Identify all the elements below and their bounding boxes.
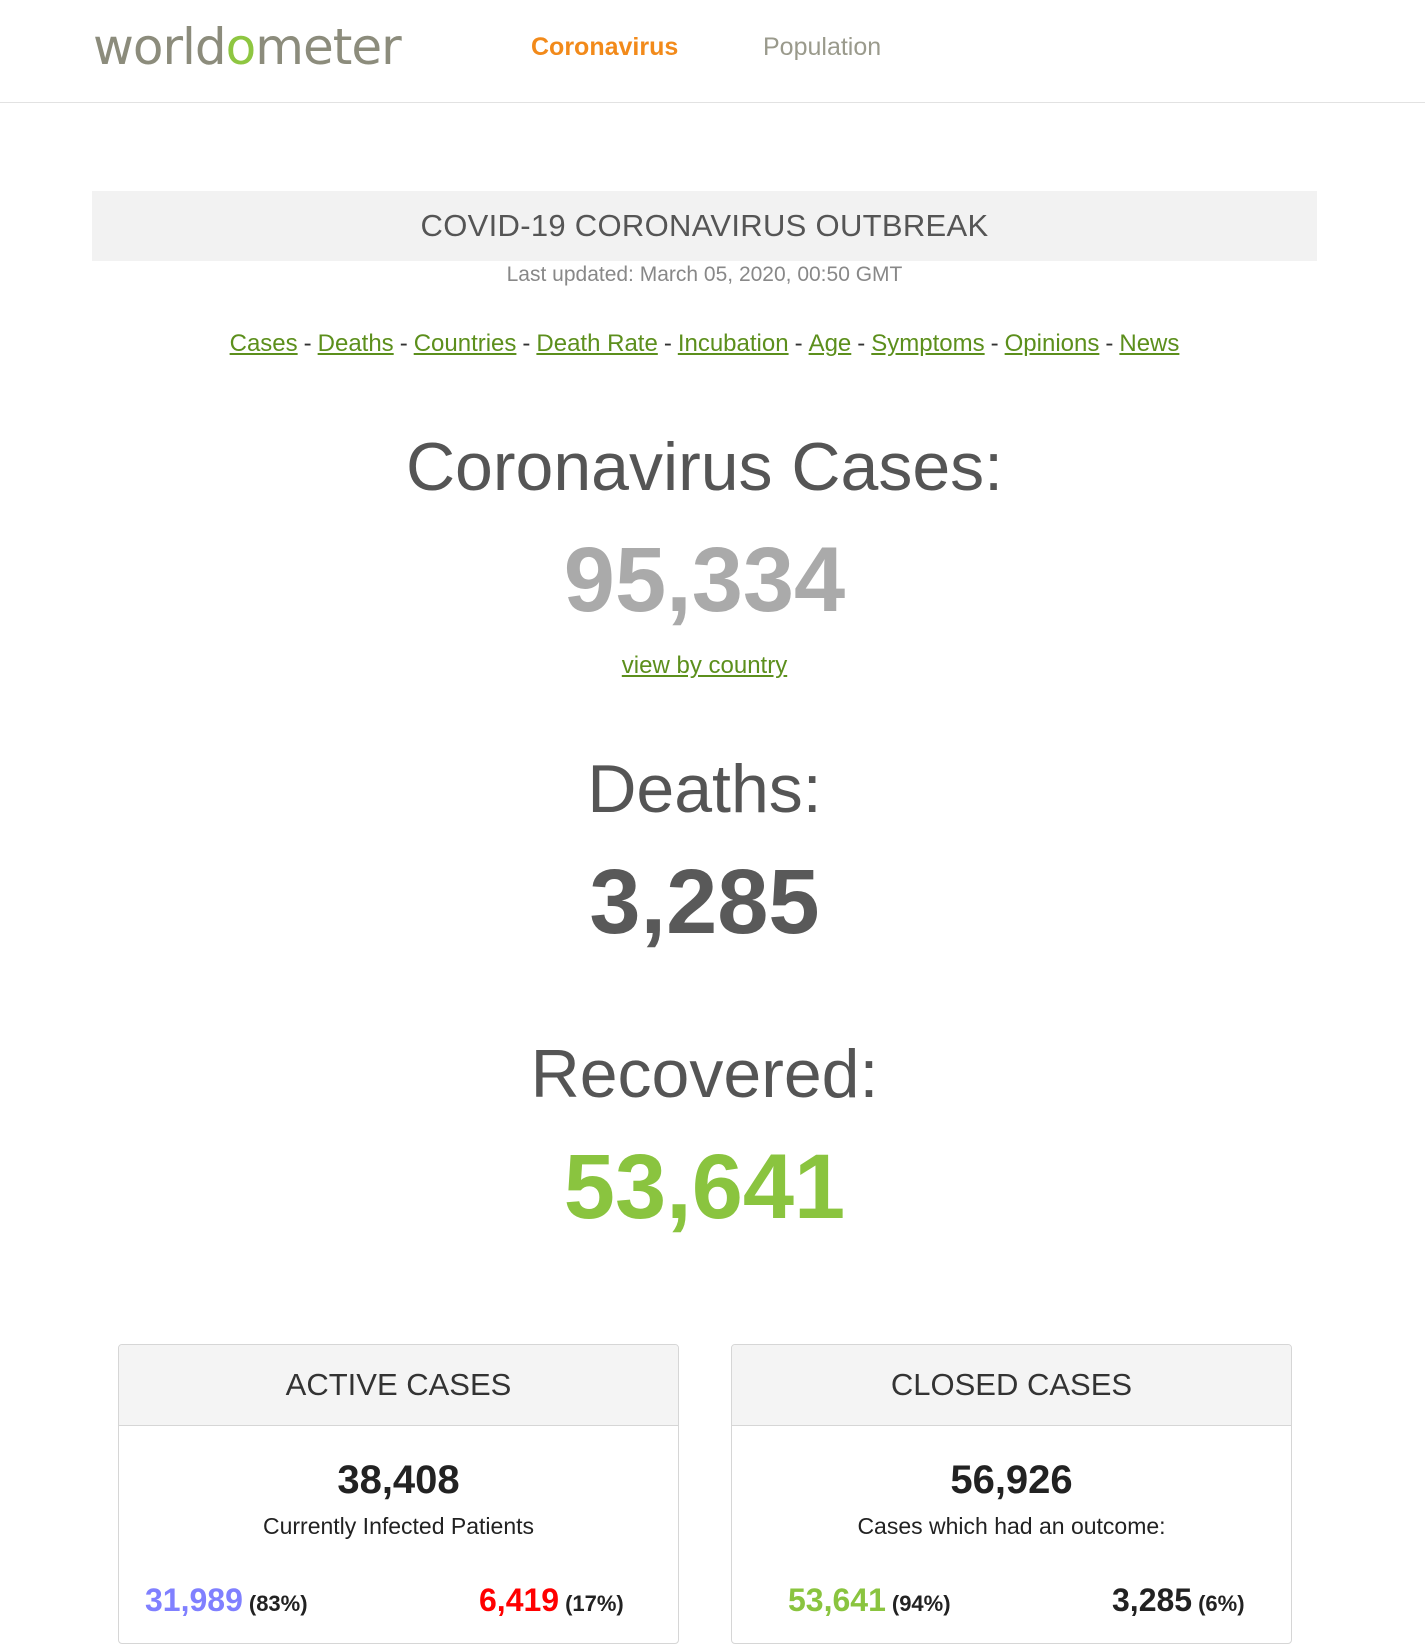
separator: - [663,330,672,357]
section-link-age[interactable]: Age [808,330,852,357]
page-title: COVID-19 CORONAVIRUS OUTBREAK [420,208,989,243]
section-nav: Cases - Deaths - Countries - Death Rate - Incuba… [0,330,1409,358]
separator: - [1105,330,1114,357]
separator: - [303,330,312,357]
closed-deaths-count: 3,285 [1112,1582,1193,1618]
section-link-symptoms[interactable]: Symptoms [871,330,985,357]
view-by-country-link[interactable]: view by country [621,652,788,679]
separator: - [522,330,531,357]
section-link-deaths[interactable]: Deaths [317,330,394,357]
view-by-country-wrapper: view by country [0,652,1409,680]
deaths-label: Deaths: [587,751,822,827]
separator: - [794,330,803,357]
mild-condition-percent: (83%) [248,1591,308,1616]
closed-cases-header: CLOSED CASES [732,1345,1291,1426]
nav-link-population[interactable]: Population [763,33,882,61]
section-link-opinions[interactable]: Opinions [1004,330,1100,357]
last-updated: Last updated: March 05, 2020, 00:50 GMT [506,263,903,286]
closed-cases-title: CLOSED CASES [890,1367,1133,1402]
active-cases-panel: ACTIVE CASES 38,408 Currently Infected P… [118,1344,679,1644]
separator: - [857,330,866,357]
top-navbar: worldometer Coronavirus Population [0,0,1425,103]
closed-cases-count: 56,926 [950,1458,1073,1502]
deaths-count: 3,285 [589,851,820,953]
recovered-discharged-stat: 53,641 (94%) [788,1582,951,1619]
logo-text-o: o [225,18,257,76]
active-cases-header: ACTIVE CASES [119,1345,678,1426]
closed-deaths-percent: (6%) [1198,1591,1245,1616]
cases-count: 95,334 [563,529,846,631]
section-link-cases[interactable]: Cases [229,330,298,357]
recovered-discharged-percent: (94%) [891,1591,951,1616]
active-cases-count: 38,408 [337,1458,460,1502]
recovered-count: 53,641 [563,1136,846,1238]
serious-condition-stat: 6,419 (17%) [479,1582,624,1619]
outbreak-banner: COVID-19 CORONAVIRUS OUTBREAK [92,191,1317,261]
separator: - [990,330,999,357]
worldometer-logo[interactable]: worldometer [93,18,402,76]
logo-text-prefix: world [93,18,227,76]
nav-link-coronavirus[interactable]: Coronavirus [531,33,679,61]
section-link-death-rate[interactable]: Death Rate [536,330,658,357]
recovered-discharged-count: 53,641 [788,1582,886,1618]
closed-deaths-stat: 3,285 (6%) [1112,1582,1245,1619]
serious-condition-count: 6,419 [479,1582,560,1618]
section-link-countries[interactable]: Countries [413,330,517,357]
mild-condition-stat: 31,989 (83%) [145,1582,308,1619]
logo-text-suffix: meter [255,18,401,76]
recovered-label: Recovered: [530,1036,879,1112]
closed-cases-caption: Cases which had an outcome: [857,1513,1166,1539]
active-cases-title: ACTIVE CASES [285,1367,512,1402]
cases-label: Coronavirus Cases: [405,429,1004,505]
section-link-incubation[interactable]: Incubation [677,330,789,357]
mild-condition-count: 31,989 [145,1582,243,1618]
serious-condition-percent: (17%) [565,1591,624,1616]
closed-cases-panel: CLOSED CASES 56,926 Cases which had an o… [731,1344,1292,1644]
active-cases-caption: Currently Infected Patients [262,1513,535,1539]
section-link-news[interactable]: News [1119,330,1180,357]
separator: - [399,330,408,357]
